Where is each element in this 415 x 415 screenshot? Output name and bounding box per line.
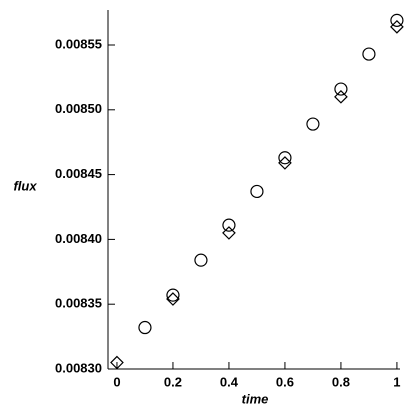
x-tick-label: 0.4 <box>220 374 239 389</box>
diamond-marker <box>166 292 180 306</box>
x-tick-label: 1 <box>393 374 400 389</box>
circle-marker <box>278 151 292 165</box>
diamond-marker <box>222 226 236 240</box>
diamond-marker <box>334 89 348 104</box>
y-tick-label: 0.00855 <box>55 36 102 51</box>
y-tick-label: 0.00840 <box>55 231 102 246</box>
circle-marker <box>334 82 348 96</box>
circle-marker <box>138 320 152 335</box>
x-tick-label: 0 <box>113 374 120 389</box>
x-tick-label: 0.2 <box>164 374 182 389</box>
x-tick-label: 0.6 <box>276 374 294 389</box>
x-axis-label: time <box>242 391 269 406</box>
circle-marker <box>166 288 180 302</box>
circle-marker <box>222 218 236 232</box>
y-tick-label: 0.00830 <box>55 360 102 375</box>
circle-marker <box>390 13 404 27</box>
y-tick-label: 0.00835 <box>55 296 102 311</box>
circle-marker <box>194 253 208 267</box>
y-axis-label: flux <box>13 178 37 193</box>
x-tick-label: 0.8 <box>332 374 350 389</box>
diamond-marker <box>278 156 292 170</box>
circle-marker <box>362 47 376 61</box>
diamond-marker <box>390 19 404 34</box>
y-tick-label: 0.00850 <box>55 101 102 116</box>
y-tick-label: 0.00845 <box>55 166 102 181</box>
circle-marker <box>306 117 320 131</box>
circle-marker <box>250 184 264 199</box>
diamond-marker <box>110 355 124 370</box>
